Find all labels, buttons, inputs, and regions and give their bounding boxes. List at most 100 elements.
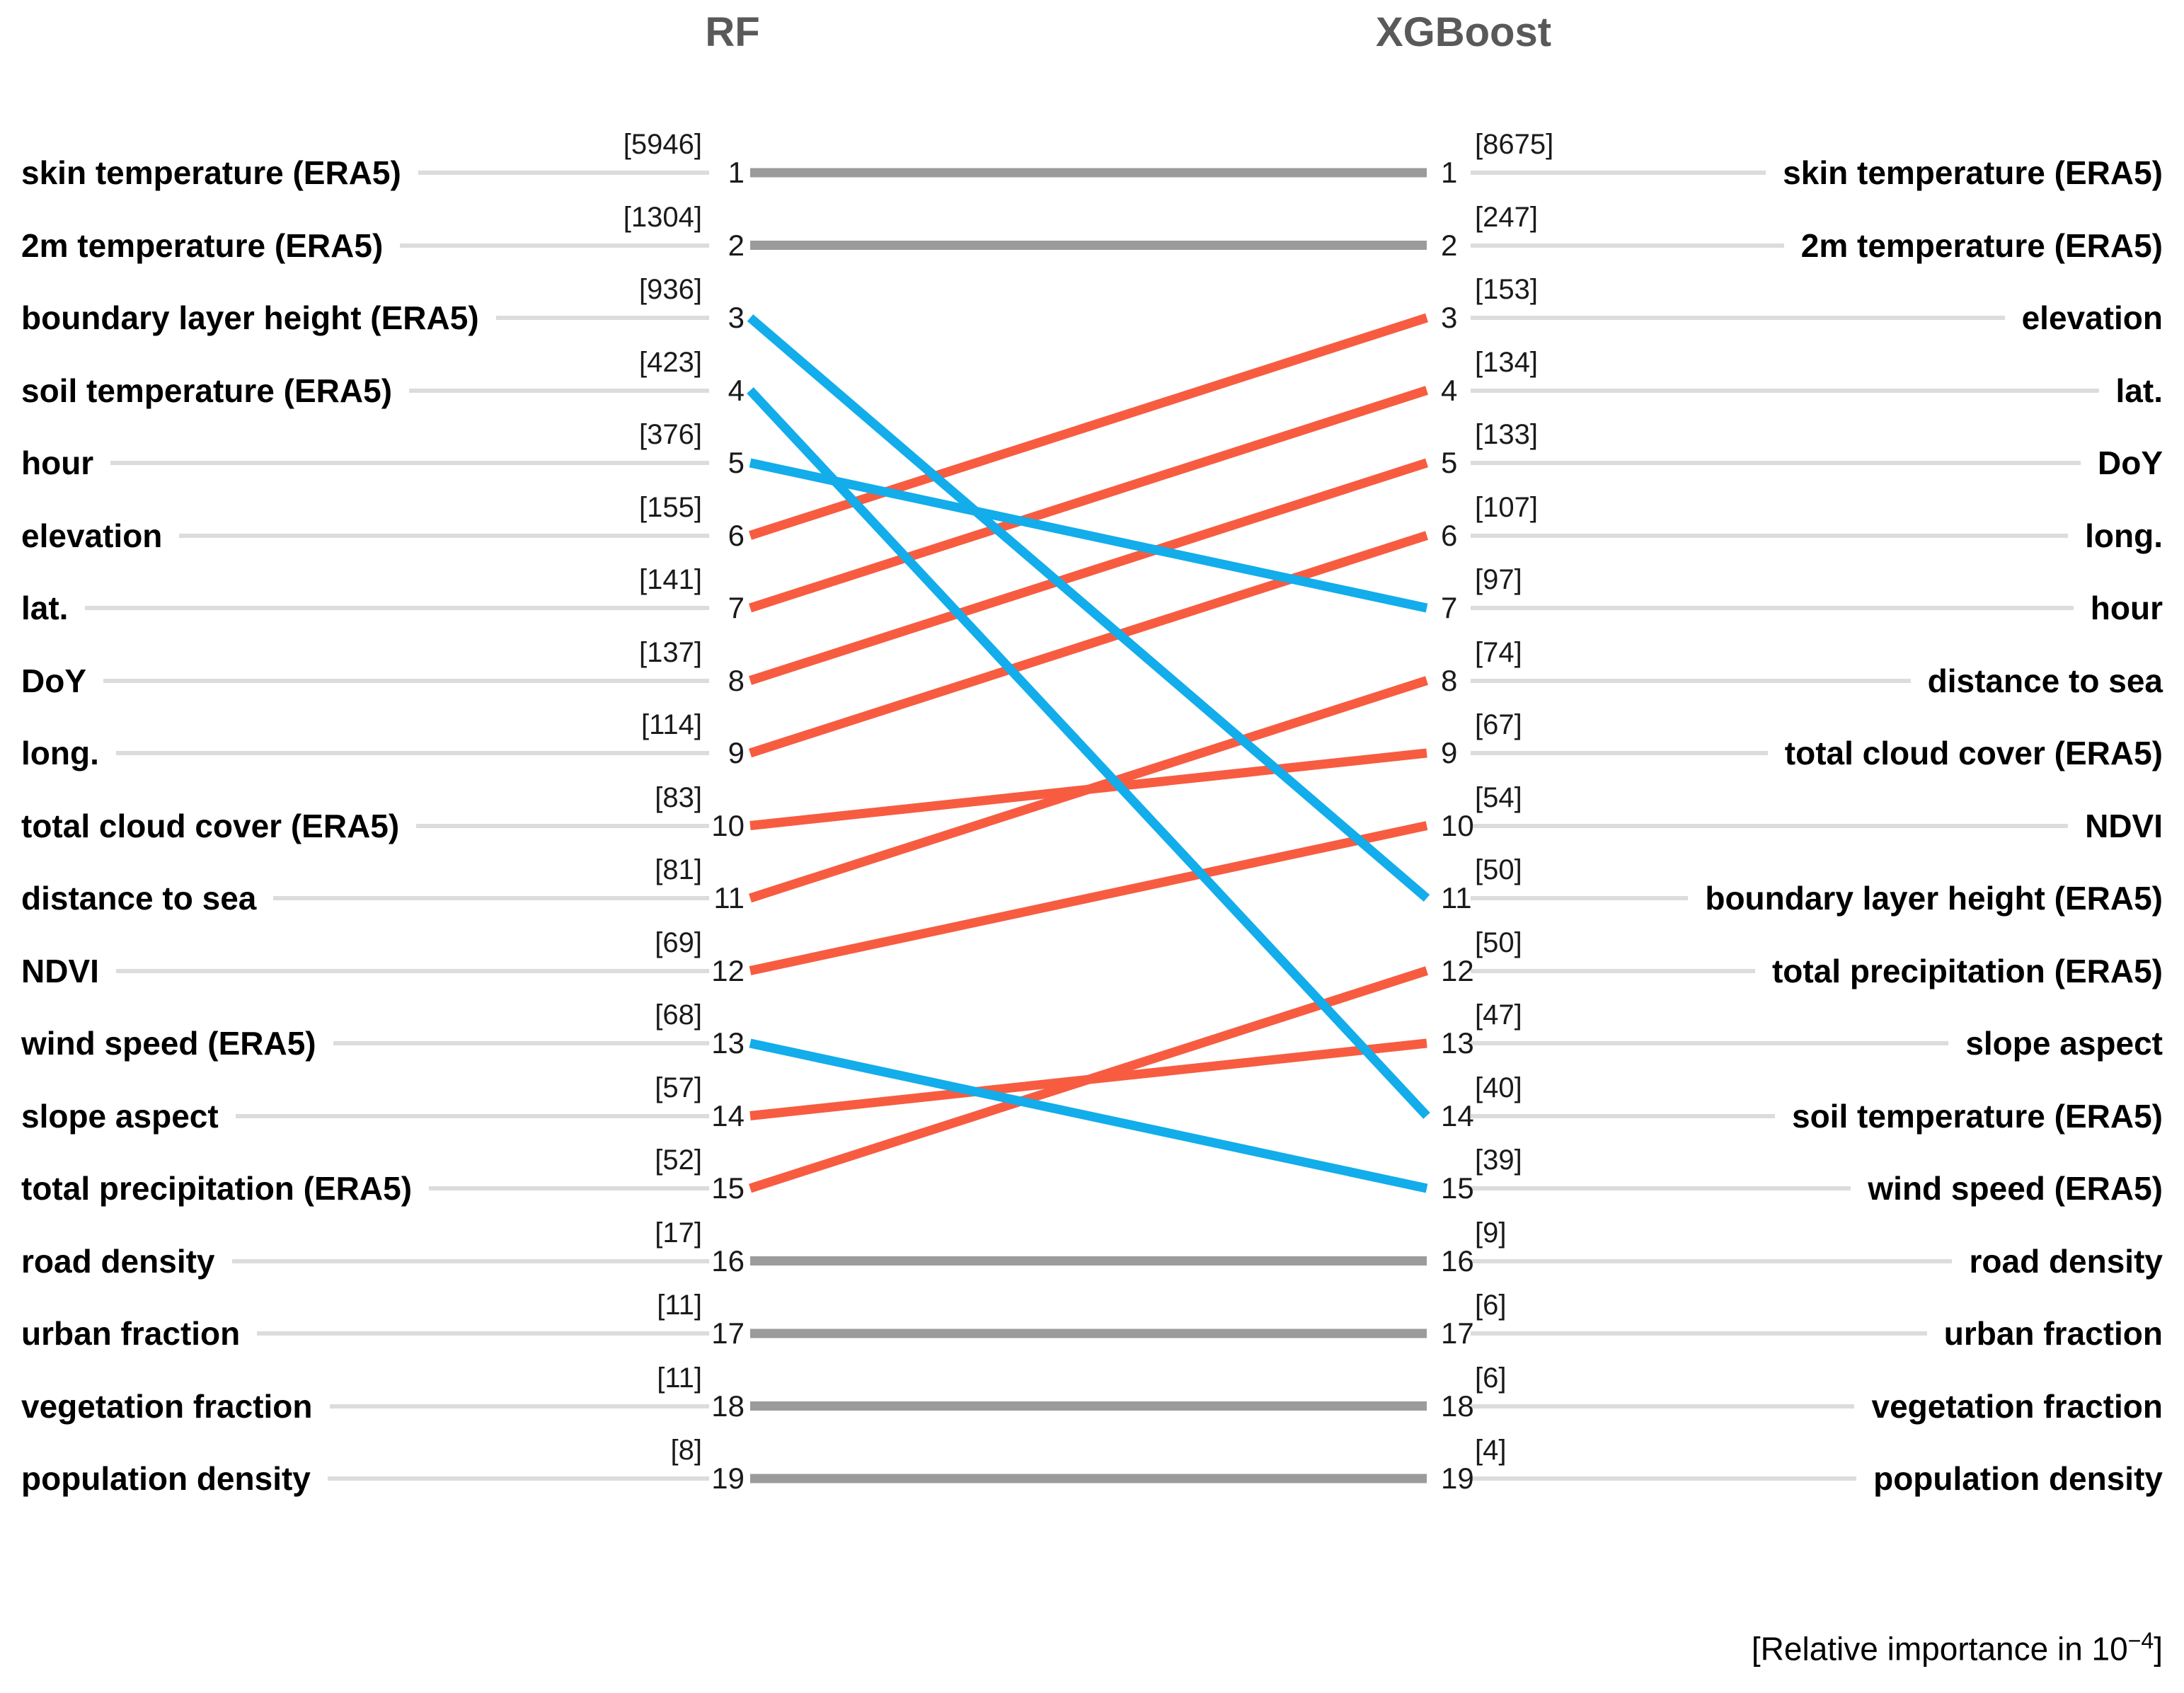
feature-label: vegetation fraction xyxy=(1871,1387,2163,1425)
importance-value-xgboost: [133] xyxy=(1475,419,1538,450)
rank-number-xgboost: 5 xyxy=(1441,446,1458,479)
feature-label: NDVI xyxy=(21,952,99,989)
leader-line xyxy=(1471,678,1911,683)
rf-feature-row: NDVI xyxy=(21,948,709,994)
leader-line xyxy=(1471,1113,1775,1118)
leader-line xyxy=(257,1331,709,1336)
xgboost-feature-row: total precipitation (ERA5) xyxy=(1471,948,2163,994)
leader-line xyxy=(115,751,709,755)
feature-label: elevation xyxy=(21,517,163,554)
leader-line xyxy=(1471,968,1755,973)
xgboost-feature-row: vegetation fraction xyxy=(1471,1384,2163,1429)
rank-number-rf: 13 xyxy=(711,1026,745,1060)
importance-value-rf: [81] xyxy=(655,854,702,885)
rank-number-rf: 1 xyxy=(728,156,745,189)
rf-feature-row: lat. xyxy=(21,585,709,631)
feature-label: DoY xyxy=(2098,444,2163,481)
xgboost-feature-row: 2m temperature (ERA5) xyxy=(1471,223,2163,268)
caption-exponent: −4 xyxy=(2127,1628,2154,1653)
rf-feature-row: elevation xyxy=(21,513,709,558)
leader-line xyxy=(418,171,709,175)
feature-label: wind speed (ERA5) xyxy=(21,1025,316,1062)
feature-label: slope aspect xyxy=(1965,1025,2163,1062)
importance-value-rf: [83] xyxy=(655,781,702,813)
rank-number-xgboost: 12 xyxy=(1441,953,1474,987)
feature-label: soil temperature (ERA5) xyxy=(21,372,393,409)
importance-value-rf: [423] xyxy=(639,346,702,378)
rank-number-xgboost: 19 xyxy=(1441,1462,1474,1495)
rf-feature-row: total cloud cover (ERA5) xyxy=(21,803,709,849)
model-title-rf: RF xyxy=(705,9,760,55)
leader-line xyxy=(1471,316,2005,320)
leader-line xyxy=(1471,823,2069,828)
feature-label: hour xyxy=(2090,590,2163,626)
importance-value-xgboost: [40] xyxy=(1475,1072,1522,1103)
xgboost-feature-row: skin temperature (ERA5) xyxy=(1471,150,2163,195)
feature-label: hour xyxy=(21,444,94,481)
leader-line xyxy=(115,968,709,973)
importance-value-rf: [68] xyxy=(655,999,702,1031)
rank-number-rf: 18 xyxy=(711,1389,745,1423)
rank-number-rf: 2 xyxy=(728,228,745,262)
leader-line xyxy=(235,1113,709,1118)
feature-label: vegetation fraction xyxy=(21,1387,313,1425)
rank-connector-up xyxy=(749,966,1428,1193)
rf-feature-row: wind speed (ERA5) xyxy=(21,1021,709,1066)
leader-line xyxy=(329,1404,709,1408)
rank-number-xgboost: 8 xyxy=(1441,663,1458,697)
rank-number-xgboost: 11 xyxy=(1441,881,1472,914)
xgboost-feature-row: boundary layer height (ERA5) xyxy=(1471,876,2163,921)
rf-feature-row: long. xyxy=(21,730,709,776)
leader-line xyxy=(1471,606,2074,610)
rank-number-rf: 12 xyxy=(711,953,745,987)
rf-feature-row: slope aspect xyxy=(21,1094,709,1139)
feature-label: elevation xyxy=(2021,299,2163,336)
rf-feature-row: vegetation fraction xyxy=(21,1384,709,1429)
rank-number-xgboost: 15 xyxy=(1441,1171,1474,1205)
leader-line xyxy=(85,606,709,610)
xgboost-feature-row: wind speed (ERA5) xyxy=(1471,1166,2163,1211)
rank-connector-down xyxy=(749,458,1428,613)
importance-value-xgboost: [54] xyxy=(1475,781,1522,813)
xgboost-feature-row: population density xyxy=(1471,1456,2163,1501)
rank-number-rf: 11 xyxy=(713,881,745,914)
rf-feature-row: urban fraction xyxy=(21,1311,709,1356)
importance-value-rf: [1304] xyxy=(623,201,702,233)
importance-value-xgboost: [50] xyxy=(1475,854,1522,885)
importance-value-xgboost: [9] xyxy=(1475,1217,1507,1249)
importance-value-xgboost: [247] xyxy=(1475,201,1538,233)
rank-number-rf: 16 xyxy=(711,1244,745,1278)
rank-connector-up xyxy=(749,676,1428,903)
leader-line xyxy=(416,823,709,828)
rank-number-xgboost: 10 xyxy=(1441,808,1474,842)
rank-number-rf: 19 xyxy=(711,1462,745,1495)
feature-label: boundary layer height (ERA5) xyxy=(1705,880,2163,917)
rank-number-xgboost: 16 xyxy=(1441,1244,1474,1278)
xgboost-feature-row: soil temperature (ERA5) xyxy=(1471,1094,2163,1139)
leader-line xyxy=(179,533,709,538)
leader-line xyxy=(429,1186,709,1190)
rf-feature-row: skin temperature (ERA5) xyxy=(21,150,709,195)
rf-feature-row: DoY xyxy=(21,658,709,704)
importance-value-rf: [114] xyxy=(641,709,702,740)
leader-line xyxy=(400,243,709,248)
feature-label: 2m temperature (ERA5) xyxy=(1800,226,2163,264)
feature-label: boundary layer height (ERA5) xyxy=(21,299,479,336)
feature-label: 2m temperature (ERA5) xyxy=(21,226,384,264)
importance-value-xgboost: [67] xyxy=(1475,709,1522,740)
feature-label: total cloud cover (ERA5) xyxy=(21,807,400,844)
importance-value-xgboost: [74] xyxy=(1475,636,1522,668)
rank-number-xgboost: 7 xyxy=(1441,591,1458,624)
rf-feature-row: soil temperature (ERA5) xyxy=(21,368,709,413)
feature-label: population density xyxy=(21,1460,311,1497)
rank-number-xgboost: 6 xyxy=(1441,518,1458,552)
xgboost-feature-row: road density xyxy=(1471,1239,2163,1284)
importance-value-rf: [11] xyxy=(657,1290,702,1321)
rank-number-rf: 6 xyxy=(728,518,745,552)
rank-connector-up xyxy=(749,821,1428,975)
leader-line xyxy=(1471,533,2069,538)
importance-value-xgboost: [8675] xyxy=(1475,129,1554,160)
importance-value-rf: [137] xyxy=(639,636,702,668)
rank-number-rf: 3 xyxy=(728,301,745,334)
leader-line xyxy=(1471,1041,1949,1045)
